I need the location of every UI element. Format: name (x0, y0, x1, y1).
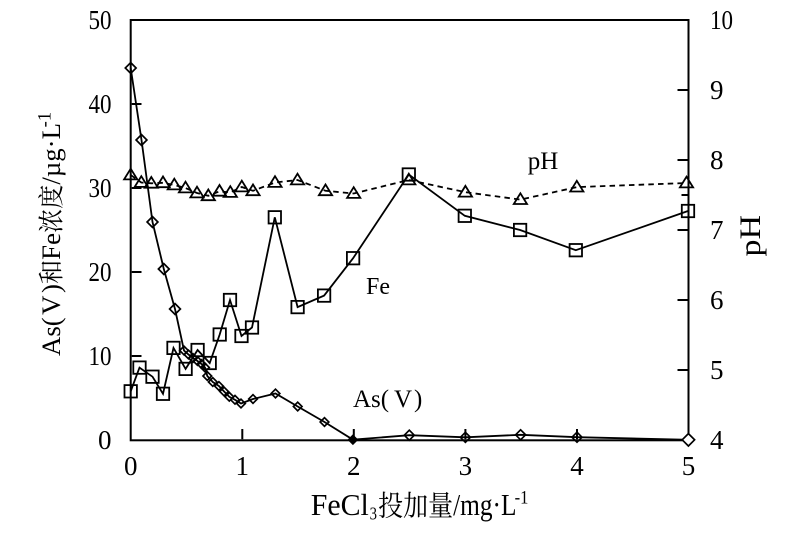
svg-text:50: 50 (89, 5, 112, 35)
svg-text:V: V (36, 295, 66, 315)
svg-text:3: 3 (370, 503, 377, 524)
svg-text:40: 40 (89, 89, 112, 119)
svg-text:5: 5 (682, 451, 696, 481)
svg-text:1: 1 (236, 451, 250, 481)
svg-text:5: 5 (710, 355, 724, 385)
svg-text:/mg·L: /mg·L (453, 489, 516, 523)
svg-text:): ) (36, 284, 66, 293)
svg-text:pH: pH (734, 215, 766, 257)
svg-text:3: 3 (459, 451, 473, 481)
svg-text:pH: pH (528, 148, 559, 175)
svg-text:6: 6 (710, 285, 724, 315)
svg-text:As(: As( (353, 386, 389, 413)
svg-text:20: 20 (89, 257, 112, 287)
svg-text:/µg·L: /µg·L (36, 123, 66, 185)
svg-text:0: 0 (98, 425, 112, 455)
svg-text:FeCl: FeCl (311, 487, 369, 522)
svg-text:): ) (414, 386, 422, 413)
svg-text:Fe: Fe (36, 233, 66, 260)
svg-text:-1: -1 (36, 112, 56, 127)
svg-text:10: 10 (89, 341, 112, 371)
svg-text:2: 2 (347, 451, 361, 481)
svg-text:0: 0 (124, 451, 138, 481)
svg-text:9: 9 (710, 75, 724, 105)
svg-text:4: 4 (710, 425, 724, 455)
svg-text:Fe: Fe (366, 274, 390, 300)
svg-text:-1: -1 (515, 486, 529, 507)
svg-text:30: 30 (89, 173, 112, 203)
svg-text:V: V (394, 386, 412, 413)
svg-text:10: 10 (710, 5, 733, 35)
svg-text:4: 4 (570, 451, 584, 481)
svg-text:As(: As( (36, 317, 66, 356)
svg-text:7: 7 (710, 215, 724, 245)
svg-text:8: 8 (710, 145, 724, 175)
